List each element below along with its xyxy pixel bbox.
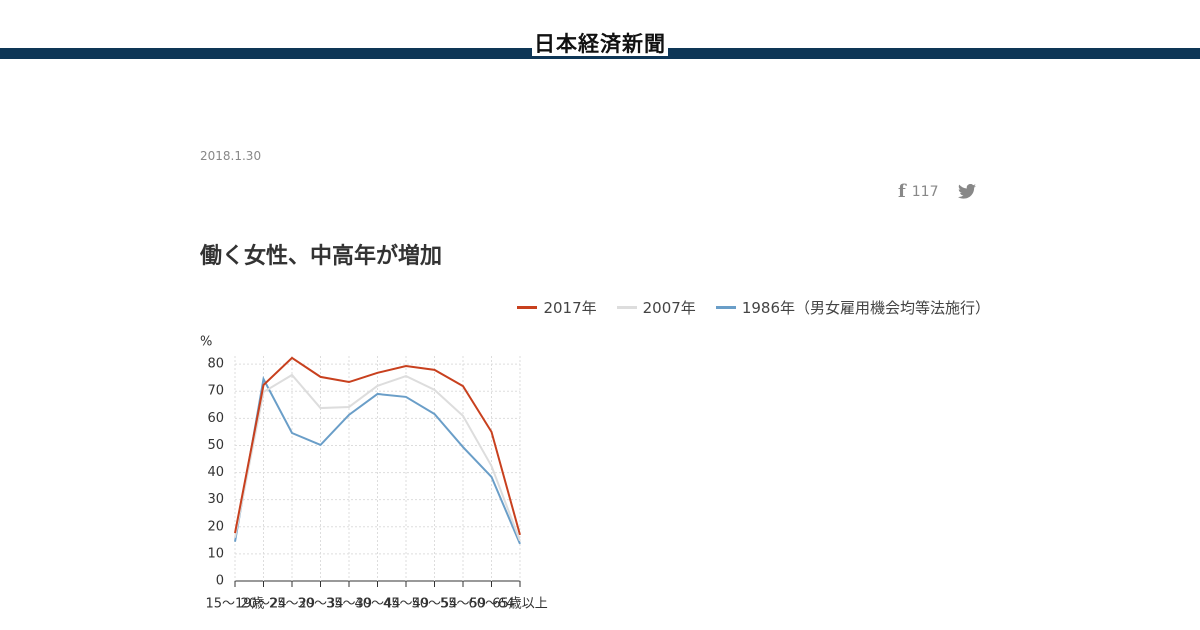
facebook-icon[interactable]: f xyxy=(898,181,906,202)
x-tick-label: 60〜64 xyxy=(468,597,514,612)
line-series xyxy=(234,373,521,542)
x-tick-label: 35〜39 xyxy=(326,597,372,612)
x-tick-label: 15〜19歳 xyxy=(205,597,264,612)
y-tick-label: 50 xyxy=(207,438,224,453)
y-tick-label: 60 xyxy=(207,411,224,426)
legend-label: 2017年 xyxy=(543,299,597,317)
logo-text[interactable]: 日本経済新聞 xyxy=(532,31,668,56)
line-series xyxy=(234,356,521,536)
x-tick-label: 40〜44 xyxy=(354,597,400,612)
share-bar: f 117 xyxy=(898,181,977,202)
line-series xyxy=(234,375,521,545)
y-tick-label: 80 xyxy=(207,357,224,372)
legend-item[interactable]: 2017年 xyxy=(517,297,597,318)
x-tick-label: 45〜49 xyxy=(383,597,429,612)
x-tick-label: 25〜29 xyxy=(269,597,315,612)
y-tick-label: 20 xyxy=(207,519,224,534)
y-tick-label: 10 xyxy=(207,546,224,561)
y-tick-label: 70 xyxy=(207,384,224,399)
y-tick-label: 40 xyxy=(207,465,224,480)
x-tick-label: 55〜59 xyxy=(440,597,486,612)
legend-label: 2007年 xyxy=(642,299,696,317)
date: 2018.1.30 xyxy=(200,149,262,163)
legend-swatch xyxy=(715,306,736,309)
y-axis-label: % xyxy=(200,335,212,350)
logo[interactable]: 日本経済新聞 xyxy=(0,30,1200,58)
legend-swatch xyxy=(616,306,637,309)
legend-swatch xyxy=(517,306,538,309)
twitter-icon[interactable] xyxy=(958,184,977,199)
article-title: 働く女性、中高年が増加 xyxy=(200,244,443,269)
share-count: 117 xyxy=(911,183,939,200)
legend-label: 1986年（男女雇用機会均等法施行） xyxy=(741,299,990,317)
x-tick-label: 20〜24 xyxy=(240,597,286,612)
x-tick-label: 65歳以上 xyxy=(492,597,548,612)
legend-item[interactable]: 1986年（男女雇用機会均等法施行） xyxy=(715,297,990,318)
legend-item[interactable]: 2007年 xyxy=(616,297,696,318)
y-tick-label: 30 xyxy=(207,492,224,507)
x-tick-label: 30〜34 xyxy=(297,597,343,612)
x-tick-label: 50〜54 xyxy=(411,597,457,612)
legend: 2017年 2007年 1986年（男女雇用機会均等法施行） xyxy=(517,297,990,318)
y-tick-label: 0 xyxy=(216,574,224,589)
